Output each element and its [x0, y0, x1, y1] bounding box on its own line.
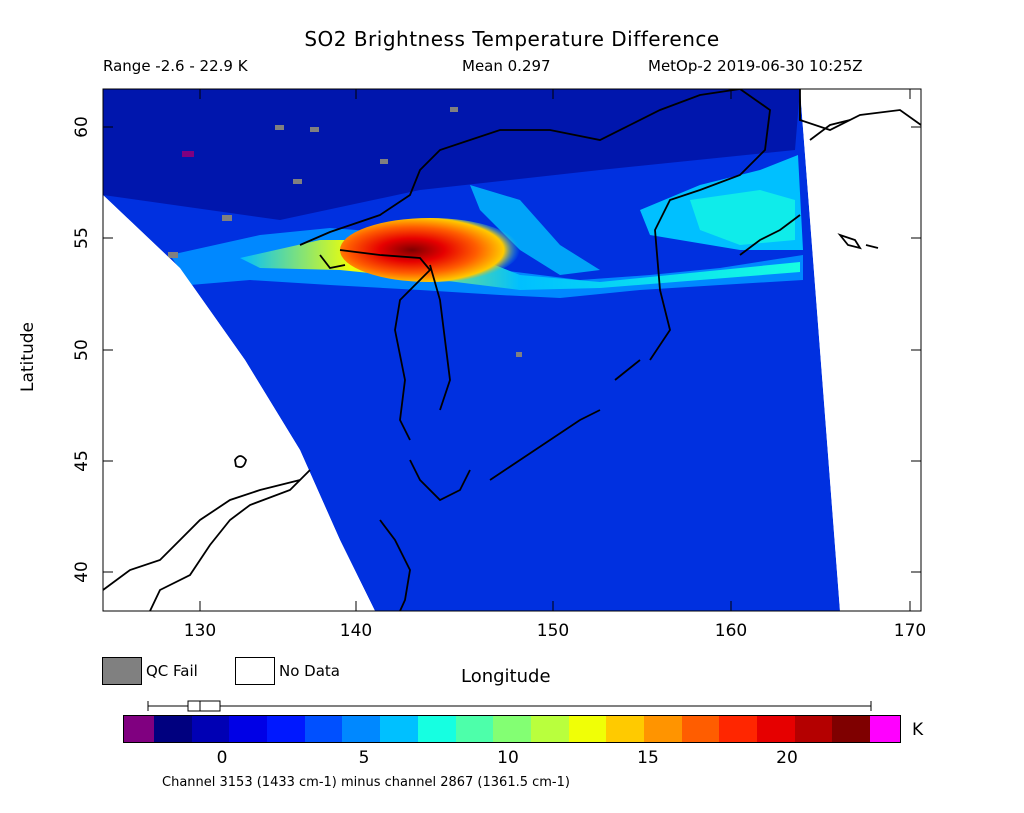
no-data-swatch [235, 657, 275, 685]
qc-fail-pixel [168, 252, 178, 258]
colorbar-segment [304, 716, 343, 742]
x-tick-label: 160 [714, 621, 748, 641]
so2-hotspot [340, 218, 520, 282]
y-tick-label: 50 [72, 339, 92, 361]
colorbar-segment [191, 716, 230, 742]
mean-text: Mean 0.297 [462, 57, 551, 75]
y-tick-label: 45 [72, 450, 92, 472]
qc-fail-pixel [516, 352, 522, 357]
underflow-pixel [182, 151, 194, 157]
colorbar-tick-label: 15 [637, 748, 659, 768]
colorbar-segment [154, 716, 192, 742]
x-tick-label: 140 [339, 621, 373, 641]
colorbar-underflow [124, 716, 154, 742]
colorbar-tick-label: 5 [358, 748, 370, 768]
colorbar-segment [643, 716, 682, 742]
colorbar-segment [606, 716, 644, 742]
qc-fail-pixel [275, 125, 284, 130]
colorbar-segment [417, 716, 456, 742]
colorbar-boxplot [147, 700, 872, 712]
colorbar-segment [568, 716, 607, 742]
colorbar-segment [455, 716, 494, 742]
colorbar-segment [681, 716, 720, 742]
x-tick-label: 150 [536, 621, 570, 641]
colorbar-segment [832, 716, 871, 742]
range-text: Range -2.6 - 22.9 K [103, 57, 248, 75]
colorbar-unit: K [912, 720, 924, 740]
colorbar [123, 715, 901, 743]
swath-north [103, 89, 800, 220]
colorbar-segment [493, 716, 531, 742]
x-tick-marks [199, 89, 911, 611]
colorbar-segment [757, 716, 795, 742]
satellite-time: MetOp-2 2019-06-30 10:25Z [648, 57, 863, 75]
so2-streak [470, 185, 600, 275]
qc-fail-pixel [310, 127, 319, 132]
y-tick-marks [103, 126, 921, 573]
qc-fail-pixel [450, 107, 458, 112]
no-data-region-right [800, 89, 921, 611]
x-tick-label: 130 [183, 621, 217, 641]
chart-title: SO2 Brightness Temperature Difference [304, 27, 720, 51]
y-tick-label: 40 [72, 561, 92, 583]
colorbar-segment [229, 716, 268, 742]
colorbar-segment [342, 716, 381, 742]
x-tick-label: 170 [893, 621, 927, 641]
colorbar-tick-label: 0 [216, 748, 228, 768]
qc-fail-swatch [102, 657, 142, 685]
colorbar-segment [380, 716, 418, 742]
qc-fail-pixel [293, 179, 302, 184]
no-data-region-left [103, 195, 375, 611]
colorbar-overflow [870, 716, 901, 742]
qc-fail-label: QC Fail [146, 662, 198, 680]
coastlines-outside-swath [102, 89, 922, 612]
y-tick-label: 60 [72, 116, 92, 138]
data-swath [103, 89, 921, 611]
colorbar-tick-label: 10 [497, 748, 519, 768]
colorbar-segment [794, 716, 833, 742]
colorbar-segment [530, 716, 569, 742]
channel-description: Channel 3153 (1433 cm-1) minus channel 2… [162, 775, 570, 790]
colorbar-tick-label: 20 [776, 748, 798, 768]
x-axis-label: Longitude [461, 666, 551, 687]
y-axis-label: Latitude [18, 322, 38, 392]
colorbar-segment [719, 716, 757, 742]
y-tick-label: 55 [72, 227, 92, 249]
so2-northeast-core [690, 190, 795, 245]
no-data-label: No Data [279, 662, 340, 680]
colorbar-segment [267, 716, 305, 742]
qc-fail-pixel [222, 215, 232, 221]
qc-fail-pixel [380, 159, 388, 164]
